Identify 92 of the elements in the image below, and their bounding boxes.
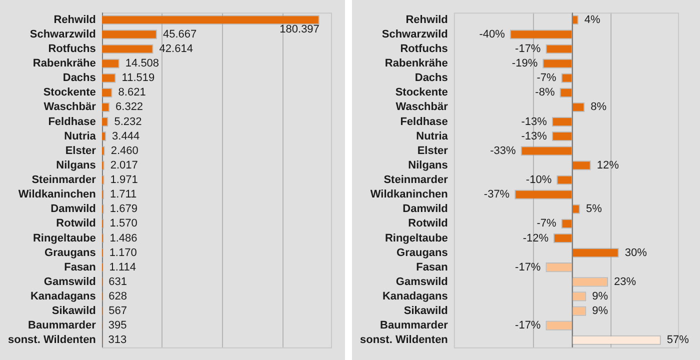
data-label: -7% — [536, 72, 556, 84]
data-label: 1.570 — [110, 218, 138, 230]
data-label: -17% — [515, 43, 541, 56]
category-label: Rabenkrähe — [32, 58, 96, 70]
category-label: Wildkaninchen — [18, 188, 96, 201]
category-label: Nutria — [416, 130, 448, 142]
data-label: -10% — [526, 174, 552, 186]
data-label: 12% — [596, 159, 620, 172]
category-label: Fasan — [416, 261, 448, 274]
data-label: 9% — [592, 305, 608, 318]
category-label: Waschbär — [396, 101, 448, 114]
data-label: 567 — [108, 305, 127, 318]
data-label: -8% — [535, 86, 555, 99]
category-label: Rehwild — [406, 14, 448, 26]
data-label: 313 — [108, 334, 127, 346]
category-label: Rotwild — [408, 218, 448, 230]
category-label: Schwarzwild — [382, 28, 448, 40]
data-label: 1.486 — [110, 232, 138, 244]
category-label: Rotwild — [56, 218, 96, 230]
category-label: Kanadagans — [382, 290, 448, 302]
data-label: 180.397 — [280, 24, 320, 36]
category-label: Schwarzwild — [30, 28, 96, 40]
category-label: Wildkaninchen — [370, 188, 448, 201]
data-label: 23% — [614, 276, 636, 288]
data-label: 395 — [108, 320, 127, 332]
data-label: 42.614 — [159, 43, 193, 56]
data-label: 1.114 — [109, 261, 136, 274]
data-label: 1.170 — [109, 246, 137, 259]
data-label: 8% — [590, 101, 607, 114]
data-label: -19% — [512, 58, 538, 70]
category-label: Rehwild — [54, 14, 96, 26]
data-label: -37% — [484, 188, 510, 201]
data-label: -13% — [521, 116, 548, 128]
data-label: 3.444 — [112, 130, 140, 142]
category-label: Damwild — [402, 203, 448, 216]
category-label: Waschbär — [44, 101, 96, 114]
data-label: -40% — [479, 28, 506, 40]
category-label: Gamswild — [396, 276, 448, 288]
category-label: Rabenkrähe — [384, 58, 448, 70]
data-label: 11.519 — [122, 72, 155, 84]
data-label: -13% — [521, 130, 548, 142]
category-label: Sikawild — [404, 305, 448, 318]
category-label: Steinmarder — [384, 174, 448, 186]
data-label: 57% — [666, 334, 690, 346]
data-label: -7% — [536, 218, 556, 230]
data-label: 5% — [586, 203, 602, 216]
data-label: 628 — [108, 290, 128, 302]
data-label: 9% — [592, 290, 608, 302]
category-label: Nilgans — [56, 159, 96, 172]
data-label: 8.621 — [118, 86, 146, 99]
category-label: Nilgans — [408, 159, 448, 172]
data-label: 2.017 — [110, 159, 138, 172]
category-label: Rotfuchs — [48, 43, 96, 56]
category-label: sonst. Wildenten — [8, 334, 96, 346]
category-label: Gamswild — [44, 276, 96, 288]
data-label: 1.711 — [110, 188, 137, 201]
category-label: Baummarder — [28, 320, 96, 332]
category-label: Graugans — [44, 246, 96, 259]
category-label: Dachs — [62, 72, 96, 84]
category-label: Baummarder — [380, 320, 448, 332]
category-label: Stockente — [395, 86, 448, 99]
category-label: Graugans — [396, 246, 448, 259]
data-label: 5.232 — [114, 116, 142, 128]
data-label: 14.508 — [125, 58, 160, 70]
category-label: Ringeltaube — [384, 232, 448, 244]
category-label: Damwild — [50, 203, 96, 216]
category-label: Ringeltaube — [32, 232, 96, 244]
category-label: Stockente — [43, 86, 96, 99]
data-label: 30% — [624, 246, 648, 259]
category-label: sonst. Wildenten — [360, 334, 448, 346]
data-label: 1.679 — [110, 203, 138, 216]
category-label: Feldhase — [400, 116, 448, 128]
category-label: Dachs — [414, 72, 448, 84]
category-label: Elster — [417, 144, 448, 157]
data-label: 4% — [584, 14, 601, 26]
data-label: 631 — [108, 276, 128, 288]
data-label: -17% — [515, 261, 541, 274]
data-label: 6.322 — [116, 101, 144, 114]
category-label: Elster — [65, 144, 96, 157]
category-label: Fasan — [64, 261, 96, 274]
data-label: -17% — [515, 320, 541, 332]
data-label: 1.971 — [110, 174, 138, 186]
category-label: Feldhase — [48, 116, 96, 128]
category-label: Sikawild — [52, 305, 96, 318]
data-label: -33% — [490, 144, 516, 157]
category-label: Steinmarder — [32, 174, 96, 186]
category-label: Nutria — [64, 130, 96, 142]
category-label: Kanadagans — [30, 290, 96, 302]
category-label: Rotfuchs — [400, 43, 448, 56]
data-label: 2.460 — [110, 144, 138, 157]
data-label: -12% — [522, 232, 549, 244]
data-label: 45.667 — [162, 28, 197, 40]
